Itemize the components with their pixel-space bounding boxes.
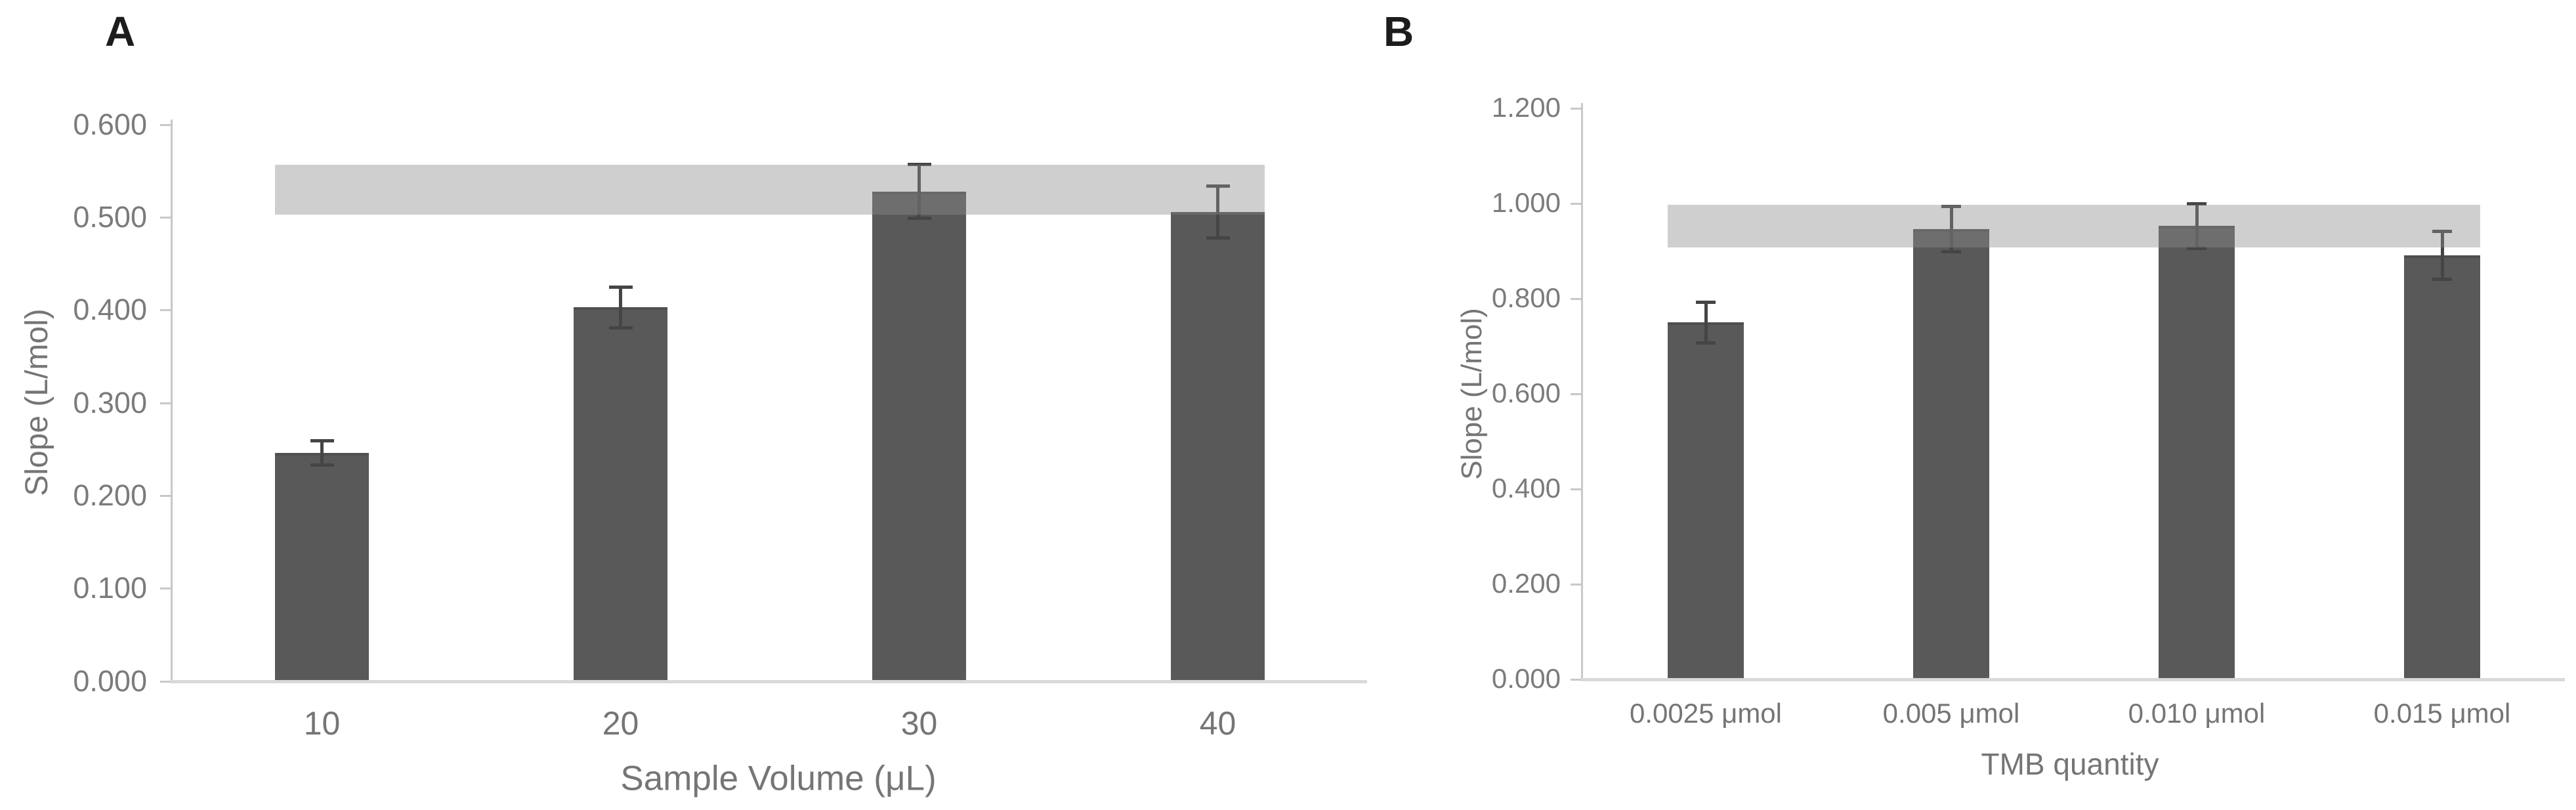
y-tick-mark [1571, 107, 1581, 110]
error-bar-cap-bottom [1696, 341, 1716, 345]
y-tick-mark [1571, 393, 1581, 395]
y-tick-mark [160, 216, 171, 219]
panel-b-label: B [1383, 8, 1414, 55]
x-tick-label: 0.0025 μmol [1629, 698, 1782, 729]
error-bar-cap-top [1206, 184, 1230, 188]
y-tick-label: 0.400 [1491, 473, 1561, 504]
bar [275, 453, 369, 681]
bar [1667, 322, 1744, 679]
error-bar-line [2440, 231, 2444, 280]
error-bar-cap-bottom [2187, 246, 2206, 250]
x-tick-label: 10 [303, 705, 341, 742]
error-bar-cap-top [907, 163, 931, 167]
error-bar-cap-bottom [907, 217, 931, 221]
x-tick-label: 0.010 μmol [2128, 698, 2266, 729]
error-bar-line [2195, 203, 2199, 249]
error-bar-line [1216, 186, 1219, 238]
error-bar-cap-top [1696, 300, 1716, 304]
error-bar-cap-top [310, 439, 334, 443]
bar [574, 307, 667, 681]
y-tick-label: 0.000 [1491, 663, 1561, 694]
error-bar-line [1949, 206, 1953, 252]
y-tick-label: 0.500 [73, 200, 147, 234]
y-tick-mark [160, 309, 171, 312]
y-tick-mark [160, 402, 171, 404]
error-bar-cap-bottom [310, 463, 334, 467]
y-tick-mark [1571, 678, 1581, 681]
y-tick-mark [160, 587, 171, 590]
error-bar-cap-top [2432, 230, 2452, 234]
y-tick-mark [1571, 297, 1581, 300]
x-tick-label: 30 [900, 705, 938, 742]
y-tick-mark [1571, 488, 1581, 490]
error-bar-line [619, 287, 622, 328]
y-tick-label: 0.200 [1491, 568, 1561, 599]
x-tick-label: 0.005 μmol [1882, 698, 2020, 729]
panel-b-x-axis-title: TMB quantity [1981, 747, 2159, 781]
y-tick-mark [1571, 202, 1581, 205]
x-axis-line [1581, 678, 2565, 681]
y-tick-mark [160, 680, 171, 683]
error-bar-cap-bottom [608, 326, 633, 330]
panel-a-x-axis-title: Sample Volume (μL) [620, 759, 937, 798]
panel-a-label: A [105, 8, 136, 55]
y-tick-label: 0.800 [1491, 282, 1561, 314]
error-bar-cap-top [2187, 202, 2206, 205]
y-tick-mark [1571, 583, 1581, 586]
y-tick-label: 1.200 [1491, 92, 1561, 123]
error-bar-cap-bottom [1941, 250, 1961, 254]
y-axis-line [171, 119, 173, 681]
x-axis-line [171, 680, 1367, 683]
reference-band [1667, 205, 2481, 247]
error-bar-line [918, 164, 921, 219]
y-tick-label: 0.200 [73, 478, 147, 512]
bar [872, 191, 966, 681]
x-tick-label: 0.015 μmol [2373, 698, 2511, 729]
error-bar-cap-bottom [2432, 277, 2452, 281]
bar [1171, 211, 1265, 681]
y-tick-label: 1.000 [1491, 187, 1561, 219]
y-tick-label: 0.600 [73, 107, 147, 141]
bar [2403, 255, 2481, 679]
error-bar-cap-top [1941, 204, 1961, 208]
y-tick-mark [160, 494, 171, 497]
y-tick-label: 0.600 [1491, 377, 1561, 409]
y-tick-label: 0.000 [73, 664, 147, 698]
y-tick-label: 0.400 [73, 293, 147, 327]
y-tick-mark [160, 123, 171, 126]
y-axis-line [1581, 103, 1583, 679]
bar [1912, 229, 1990, 679]
bar [2158, 226, 2235, 679]
error-bar-line [1704, 302, 1708, 343]
error-bar-cap-bottom [1206, 236, 1230, 240]
x-tick-label: 40 [1199, 705, 1236, 742]
y-tick-label: 0.100 [73, 571, 147, 605]
x-tick-label: 20 [602, 705, 639, 742]
error-bar-line [320, 440, 324, 465]
reference-band [275, 164, 1265, 215]
y-tick-label: 0.300 [73, 385, 147, 419]
error-bar-cap-top [608, 285, 633, 289]
